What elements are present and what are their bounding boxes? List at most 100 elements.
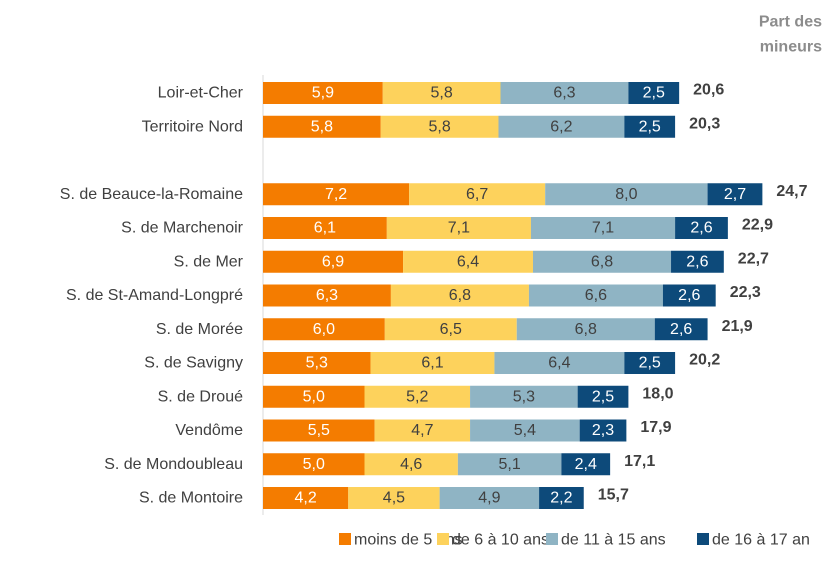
data-label: 5,5 [308,422,330,439]
data-label: 2,6 [670,321,692,338]
data-label: 6,5 [440,321,462,338]
bar-segment [263,419,375,442]
bar-segment [500,82,629,104]
annotation: mineurs [760,39,822,56]
data-label: 7,1 [448,220,470,237]
bar-segment [707,183,763,206]
data-label: 6,1 [421,355,443,372]
data-label: 5,0 [303,388,325,405]
bar-segment [263,318,385,341]
bar-segment [671,250,724,273]
bar-segment [348,487,440,509]
total-label: 22,7 [738,250,769,267]
total-label: 24,7 [776,183,807,200]
bar-segment [370,352,495,374]
data-label: 6,3 [316,287,338,304]
data-label: 6,4 [548,355,570,372]
bar-segment [528,284,663,307]
data-label: 6,3 [553,85,575,102]
y-tick-label: S. de Mer [174,253,244,270]
data-label: 5,9 [312,85,334,102]
bar-segment [498,115,625,138]
legend-swatch [697,533,709,545]
bar-segment [577,385,629,408]
data-label: 2,6 [686,253,708,270]
data-label: 6,8 [575,321,597,338]
data-label: 2,2 [550,490,572,507]
total-label: 20,6 [693,82,724,99]
data-label: 4,9 [478,490,500,507]
bar-segment [403,250,533,273]
legend-swatch [437,533,449,545]
legend-label: de 6 à 10 ans [452,532,549,549]
y-tick-label: Vendôme [175,422,243,439]
data-label: 5,3 [513,388,535,405]
data-label: 6,4 [457,253,479,270]
data-label: 5,2 [406,388,428,405]
bar-segment [532,250,672,273]
bar-segment [364,453,458,476]
bar-segment [624,352,676,374]
data-label: 7,1 [592,220,614,237]
bar-segment [263,352,371,374]
legend-label: de 11 à 15 ans [561,532,666,549]
bar-segment [263,250,404,273]
bar-segment [579,419,627,442]
data-label: 5,3 [306,355,328,372]
bar-segment [654,318,708,341]
y-tick-label: S. de Mondoubleau [104,456,243,473]
bar-segment [530,217,676,239]
total-label: 18,0 [642,385,673,402]
bar-segment [662,284,716,307]
total-label: 17,1 [624,453,655,470]
bar-segment [263,385,365,408]
legend-swatch [339,533,351,545]
total-label: 21,9 [722,318,753,335]
data-label: 5,8 [431,85,453,102]
data-label: 6,1 [314,220,336,237]
y-tick-label: S. de Droué [158,388,243,405]
bar-segment [539,487,584,509]
y-tick-label: Territoire Nord [142,118,243,135]
data-label: 2,5 [643,85,665,102]
data-label: 4,7 [411,422,433,439]
bar-segment [263,284,391,307]
data-label: 5,8 [428,118,450,135]
data-label: 6,8 [449,287,471,304]
bar-segment [384,318,517,341]
data-label: 5,4 [514,422,536,439]
data-label: 2,4 [575,456,597,473]
y-tick-label: S. de Morée [156,321,243,338]
bar-segment [380,115,499,138]
y-tick-label: S. de St-Amand-Longpré [66,287,243,304]
y-tick-label: S. de Marchenoir [121,220,244,237]
bar-segment [263,183,410,206]
y-tick-label: S. de Montoire [139,490,243,507]
data-label: 2,6 [690,220,712,237]
bar-segment [470,385,578,408]
data-label: 2,5 [639,118,661,135]
legend-label: moins de 5 ans [354,532,463,549]
bar-segment [386,217,531,239]
legend-label: de 16 à 17 an [712,532,810,549]
data-label: 2,7 [724,186,746,203]
y-tick-label: Loir-et-Cher [158,85,244,102]
total-label: 22,3 [730,284,761,301]
data-label: 2,5 [592,388,614,405]
bar-segment [628,82,680,104]
bar-segment [624,115,676,138]
data-label: 7,2 [325,186,347,203]
data-label: 4,6 [400,456,422,473]
total-label: 20,2 [689,352,720,369]
bar-segment [390,284,529,307]
data-label: 5,1 [499,456,521,473]
bar-segment [516,318,655,341]
data-label: 2,6 [678,287,700,304]
bar-segment [263,453,365,476]
bar-segment [374,419,471,442]
data-label: 6,6 [585,287,607,304]
bar-segment [382,82,501,104]
data-label: 2,5 [639,355,661,372]
data-label: 6,9 [322,253,344,270]
y-tick-label: S. de Savigny [144,355,243,372]
